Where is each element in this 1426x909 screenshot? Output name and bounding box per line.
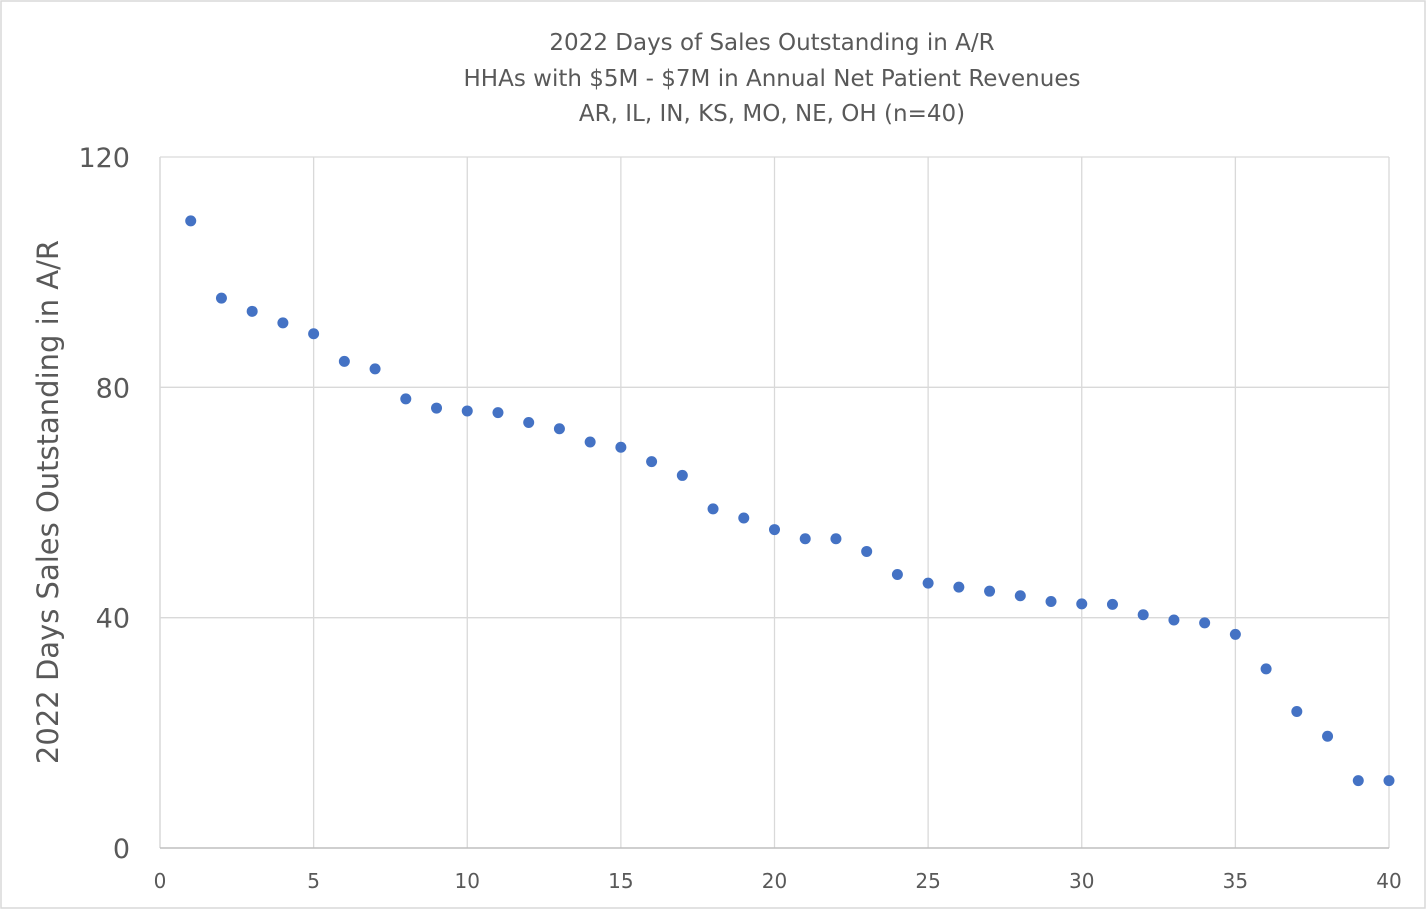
data-point-24 [891,568,903,580]
data-points [185,215,1395,787]
data-point-36 [1260,663,1272,675]
data-point-1 [185,215,197,227]
x-tick-label-15: 15 [608,869,633,893]
data-point-18 [707,503,719,515]
data-point-4 [277,317,289,329]
tick-labels: 0 5 10 15 20 25 30 35 40 0 40 80 120 [78,143,1401,893]
data-point-23 [861,545,873,557]
data-point-35 [1229,628,1241,640]
data-point-32 [1137,609,1149,621]
data-point-20 [769,524,780,536]
data-point-16 [646,456,658,468]
data-point-6 [338,355,350,367]
x-tick-label-20: 20 [762,869,787,893]
axes [159,157,1389,849]
data-point-21 [799,533,811,545]
data-point-31 [1106,598,1118,610]
data-point-28 [1014,590,1026,602]
x-tick-label-40: 40 [1376,869,1401,893]
data-point-27 [984,585,996,597]
data-point-3 [246,305,258,317]
data-point-25 [922,577,934,589]
x-tick-label-10: 10 [455,869,480,893]
data-point-14 [584,436,596,448]
y-tick-label-40: 40 [96,604,130,635]
data-point-40 [1383,775,1395,787]
data-point-17 [676,469,688,481]
y-tick-label-0: 0 [113,834,130,865]
data-point-39 [1352,775,1364,787]
data-point-34 [1199,617,1211,629]
data-point-38 [1322,730,1334,742]
data-point-9 [431,402,443,414]
x-tick-label-25: 25 [915,869,940,893]
data-point-26 [953,581,965,593]
data-point-2 [215,292,227,304]
data-point-30 [1076,598,1088,610]
x-tick-label-30: 30 [1069,869,1094,893]
x-tick-label-35: 35 [1223,869,1248,893]
chart-title-line-3: AR, IL, IN, KS, MO, NE, OH (n=40) [579,101,965,127]
data-point-33 [1168,614,1180,626]
data-point-29 [1045,596,1057,608]
data-point-5 [308,328,320,340]
chart-title-line-2: HHAs with $5M - $7M in Annual Net Patien… [464,66,1081,92]
x-tick-label-0: 0 [154,869,167,893]
data-point-8 [400,393,412,405]
data-point-11 [492,407,504,419]
chart-title-line-1: 2022 Days of Sales Outstanding in A/R [549,30,994,56]
data-point-12 [523,416,535,428]
y-axis-label: 2022 Days Sales Outstanding in A/R [31,240,65,764]
data-point-37 [1291,706,1303,718]
data-point-7 [369,363,381,375]
y-tick-label-120: 120 [78,143,130,174]
data-point-15 [615,441,627,453]
data-point-19 [738,512,750,524]
y-tick-label-80: 80 [96,373,130,404]
data-point-13 [553,423,565,435]
data-point-10 [461,405,473,417]
x-tick-label-5: 5 [307,869,320,893]
gridlines [160,156,1390,848]
data-point-22 [830,533,842,545]
